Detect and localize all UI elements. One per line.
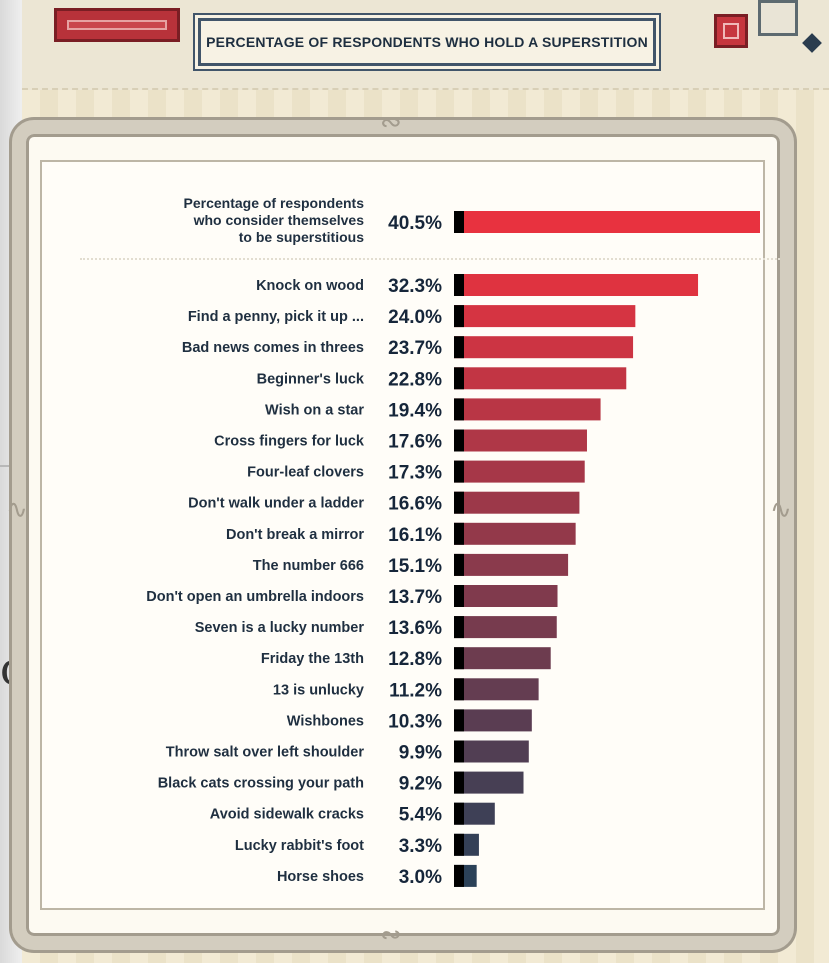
bar — [454, 274, 699, 296]
bar-tab — [454, 585, 464, 607]
value-label: 19.4% — [388, 400, 442, 421]
bar — [454, 771, 524, 794]
value-label: 12.8% — [388, 649, 442, 670]
value-label: 13.7% — [388, 587, 442, 608]
bar-tab — [454, 678, 464, 701]
bar — [454, 398, 601, 421]
category-label-line: to be superstitious — [239, 229, 364, 245]
value-label: 17.3% — [388, 463, 442, 484]
bar-tab — [454, 491, 464, 514]
category-label: Don't break a mirror — [226, 527, 364, 543]
bar-tab — [454, 274, 464, 296]
bar — [454, 211, 760, 233]
frame-scroll-ornament-bottom: ∾ — [380, 920, 402, 950]
section-divider — [80, 258, 780, 260]
bar — [454, 740, 529, 763]
value-label: 17.6% — [388, 432, 442, 453]
category-label-line: Percentage of respondents — [184, 195, 365, 211]
bar — [454, 616, 557, 639]
category-label: Wish on a star — [265, 402, 364, 418]
value-label: 32.3% — [388, 276, 442, 297]
title-box: PERCENTAGE OF RESPONDENTS WHO HOLD A SUP… — [198, 18, 656, 66]
bar-tab — [454, 429, 464, 452]
bar-tab — [454, 305, 464, 328]
bar — [454, 429, 587, 452]
category-label: Wishbones — [287, 713, 364, 729]
value-label: 3.3% — [399, 836, 442, 857]
value-label: 10.3% — [388, 711, 442, 732]
bar-tab — [454, 398, 464, 421]
decorative-frame-icon — [758, 0, 798, 36]
value-label: 40.5% — [388, 213, 442, 234]
value-label: 15.1% — [388, 556, 442, 577]
value-label: 16.6% — [388, 494, 442, 515]
category-label: Cross fingers for luck — [214, 434, 365, 450]
value-label: 3.0% — [399, 867, 442, 888]
bar — [454, 305, 636, 328]
category-label: Four-leaf clovers — [247, 465, 364, 481]
value-label: 13.6% — [388, 618, 442, 639]
category-label: Lucky rabbit's foot — [235, 838, 364, 854]
bar-tab — [454, 802, 464, 825]
category-label: Friday the 13th — [261, 651, 364, 667]
value-label: 9.2% — [399, 774, 442, 795]
bar — [454, 802, 495, 825]
value-label: 16.1% — [388, 525, 442, 546]
category-label: 13 is unlucky — [273, 682, 364, 698]
value-label: 11.2% — [389, 680, 442, 701]
bar-tab — [454, 336, 464, 359]
poster-header-band: PERCENTAGE OF RESPONDENTS WHO HOLD A SUP… — [22, 0, 829, 90]
bar-tab — [454, 647, 464, 670]
category-label: Don't walk under a ladder — [188, 496, 364, 512]
frame-scroll-ornament-right: ∿ — [770, 495, 792, 525]
bar-tab — [454, 771, 464, 794]
bar — [454, 678, 539, 701]
bar-tab — [454, 522, 464, 545]
bar-tab — [454, 367, 464, 390]
category-label: Find a penny, pick it up ... — [188, 309, 364, 325]
category-label: Avoid sidewalk cracks — [210, 807, 364, 823]
category-label: Bad news comes in threes — [182, 340, 364, 356]
category-label-line: who consider themselves — [193, 212, 365, 228]
decorative-red-bar — [54, 8, 180, 42]
category-label: Black cats crossing your path — [158, 776, 364, 792]
bar-tab — [454, 740, 464, 763]
category-label: Beginner's luck — [257, 371, 365, 387]
frame-scroll-ornament-left: ∿ — [6, 495, 28, 525]
bar — [454, 460, 585, 483]
bar — [454, 585, 558, 607]
category-label: Throw salt over left shoulder — [166, 745, 365, 761]
frame-scroll-ornament-top: ∾ — [380, 108, 402, 138]
bar-tab — [454, 460, 464, 483]
value-label: 22.8% — [388, 369, 442, 390]
bar — [454, 367, 627, 390]
bar-tab — [454, 553, 464, 576]
bar-tab — [454, 833, 464, 856]
category-label: The number 666 — [253, 558, 364, 574]
category-label: Horse shoes — [277, 869, 364, 885]
value-label: 5.4% — [399, 805, 442, 826]
bar — [454, 553, 569, 576]
bar — [454, 522, 576, 545]
bar-tab — [454, 864, 464, 887]
background-divider — [0, 465, 22, 467]
value-label: 24.0% — [388, 307, 442, 328]
bar — [454, 647, 551, 670]
bar — [454, 336, 634, 359]
bar-tab — [454, 709, 464, 732]
value-label: 23.7% — [388, 338, 442, 359]
category-label: Seven is a lucky number — [195, 620, 365, 636]
category-label: Knock on wood — [256, 278, 364, 294]
bar-tab — [454, 211, 464, 233]
bar — [454, 709, 532, 732]
chart-title: PERCENTAGE OF RESPONDENTS WHO HOLD A SUP… — [206, 34, 648, 50]
category-label: Don't open an umbrella indoors — [146, 589, 364, 605]
bar — [454, 491, 580, 514]
decorative-red-square — [714, 14, 748, 48]
value-label: 9.9% — [399, 743, 442, 764]
bar-tab — [454, 616, 464, 639]
